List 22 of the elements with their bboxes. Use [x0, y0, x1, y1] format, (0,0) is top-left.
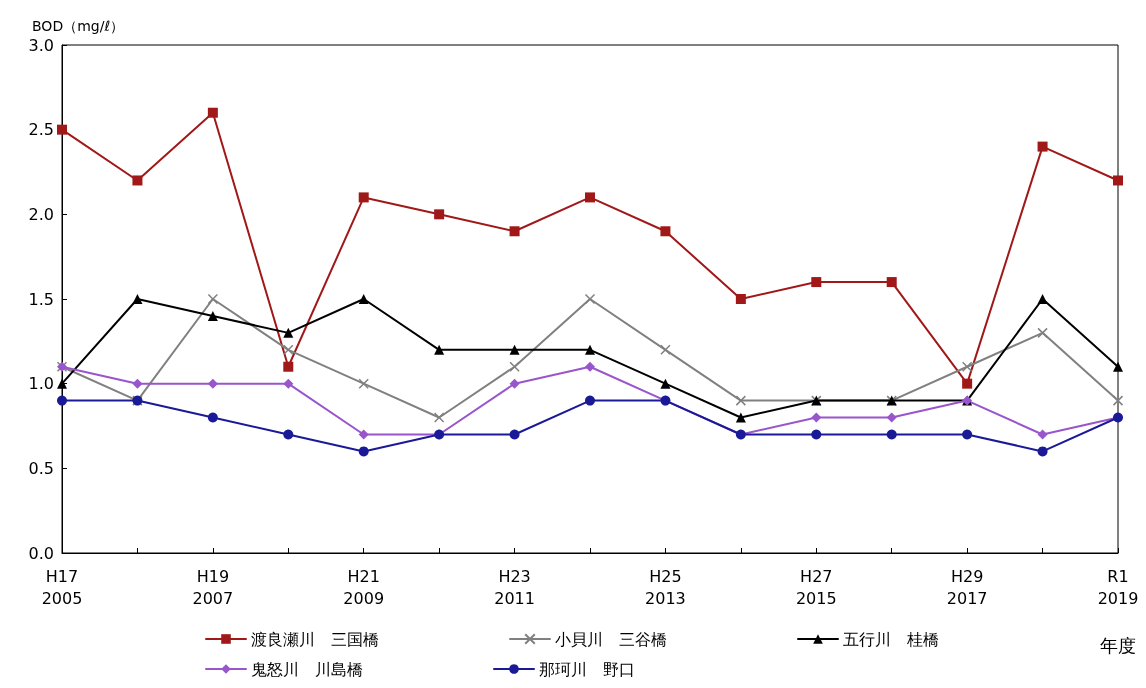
x-tick-label: H29 2017 — [946, 566, 988, 608]
x-tick-label: R1 2019 — [1097, 566, 1139, 608]
x-axis-title: 年度 — [1100, 634, 1136, 656]
y-tick-label: 0.0 — [28, 543, 54, 563]
x-tick-label: H23 2011 — [494, 566, 535, 608]
x-tick-label: H17 2005 — [41, 566, 83, 608]
y-tick-label: 2.5 — [28, 120, 54, 140]
x-tick-label: H25 2013 — [645, 566, 686, 608]
x-tick-label: H19 2007 — [192, 566, 234, 608]
legend-label: 五行川 桂橋 — [843, 629, 939, 649]
legend-label: 鬼怒川 川島橋 — [251, 659, 363, 679]
y-tick-label: 0.5 — [28, 458, 54, 478]
x-tick-label: H27 2015 — [795, 566, 837, 608]
y-tick-label: 2.0 — [28, 204, 54, 224]
y-tick-label: 3.0 — [28, 35, 54, 55]
y-tick-label: 1.5 — [28, 289, 54, 309]
legend-label: 小貝川 三谷橋 — [555, 629, 667, 649]
x-tick-label: H21 2009 — [343, 566, 385, 608]
y-axis-title: BOD（mg/ℓ） — [32, 18, 125, 34]
legend-label: 渡良瀬川 三国橋 — [251, 629, 379, 649]
legend-label: 那珂川 野口 — [539, 659, 635, 679]
y-tick-label: 1.0 — [28, 374, 54, 394]
